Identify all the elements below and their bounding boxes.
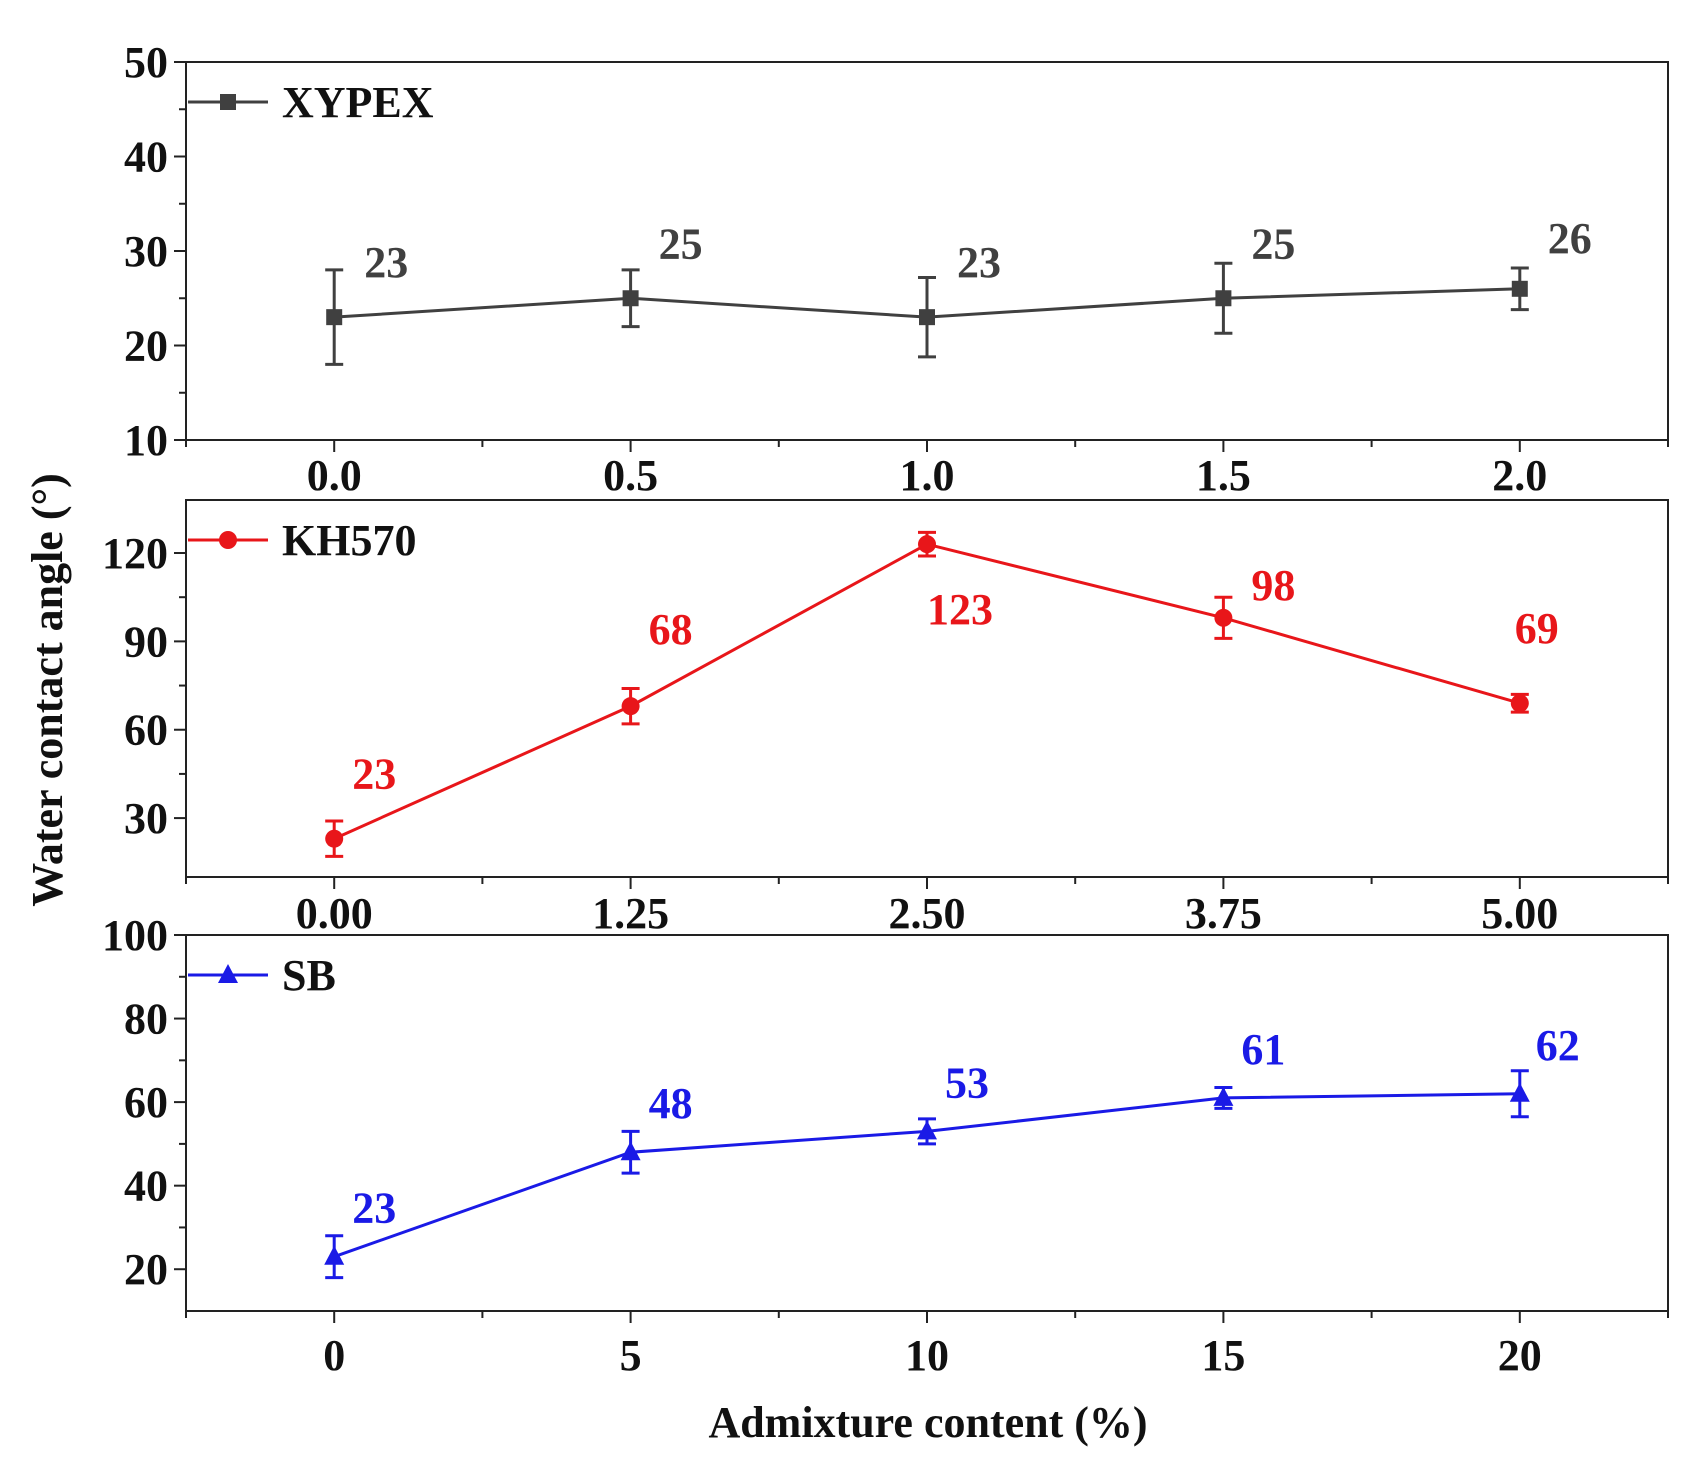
panel-xypex: 10 20 30 40 50 0.0 0.5 1.0 1.5 2.0 23 25 23 25 26 XYPEX — [124, 38, 1669, 500]
legend-marker-triangle — [218, 964, 238, 983]
y-tick-label: 120 — [102, 529, 168, 578]
x-tick-label: 0.5 — [603, 451, 658, 500]
x-tick-label: 0 — [323, 1331, 345, 1380]
legend-label: XYPEX — [282, 78, 434, 127]
data-point-triangle — [1509, 1082, 1530, 1102]
y-tick-label: 10 — [124, 416, 168, 465]
data-point-triangle — [1213, 1086, 1234, 1106]
data-point-circle — [325, 829, 344, 848]
data-point-square — [622, 290, 639, 307]
data-label: 25 — [659, 219, 703, 268]
data-point-triangle — [324, 1245, 345, 1265]
x-tick-label: 0.0 — [307, 451, 362, 500]
x-tick-label: 1.25 — [592, 889, 669, 938]
data-label: 69 — [1515, 604, 1559, 653]
x-tick-label: 5.00 — [1481, 889, 1558, 938]
legend-marker-circle — [219, 531, 237, 549]
legend-marker-square — [220, 94, 236, 110]
legend-label: KH570 — [282, 516, 416, 565]
data-point-square — [1215, 290, 1232, 307]
data-point-square — [326, 309, 343, 326]
data-label: 48 — [649, 1079, 693, 1128]
y-tick-label: 20 — [124, 322, 168, 371]
data-label: 23 — [957, 238, 1001, 287]
x-axis-title: Admixture content (%) — [708, 1398, 1147, 1447]
y-tick-label: 100 — [102, 911, 168, 960]
data-point-circle — [621, 697, 640, 716]
data-label: 23 — [364, 238, 408, 287]
y-tick-label: 20 — [124, 1245, 168, 1294]
data-label: 26 — [1548, 214, 1592, 263]
x-tick-label: 0.00 — [296, 889, 373, 938]
data-point-triangle — [917, 1120, 937, 1140]
data-label: 123 — [927, 585, 993, 634]
data-label: 98 — [1251, 561, 1295, 610]
data-point-triangle — [620, 1141, 641, 1161]
data-label: 53 — [945, 1058, 989, 1107]
panel-kh570: 30 60 90 120 0.00 1.25 2.50 3.75 5.00 23 68 123 98 69… — [102, 499, 1669, 938]
x-tick-label: 15 — [1201, 1331, 1245, 1380]
data-point-circle — [1510, 694, 1529, 713]
data-label: 61 — [1241, 1025, 1285, 1074]
y-tick-label: 40 — [124, 133, 168, 182]
x-tick-label: 20 — [1498, 1331, 1542, 1380]
data-point-square — [919, 309, 935, 326]
y-tick-label: 40 — [124, 1162, 168, 1211]
y-tick-label: 50 — [124, 38, 168, 87]
y-tick-label: 30 — [124, 227, 168, 276]
data-label: 25 — [1251, 219, 1295, 268]
y-tick-label: 60 — [124, 706, 168, 755]
x-tick-label: 3.75 — [1185, 889, 1262, 938]
data-label: 62 — [1536, 1021, 1580, 1070]
data-label: 23 — [352, 750, 396, 799]
data-point-circle — [1214, 608, 1233, 627]
panel-sb: 20 40 60 80 100 0 5 10 15 20 23 48 53 61 62 SB — [102, 911, 1669, 1380]
x-tick-label: 10 — [905, 1331, 949, 1380]
x-tick-label: 1.5 — [1196, 451, 1251, 500]
x-tick-label: 5 — [620, 1331, 642, 1380]
data-label: 68 — [649, 605, 693, 654]
data-point-circle — [918, 535, 936, 554]
y-tick-label: 60 — [124, 1078, 168, 1127]
y-axis-title: Water contact angle (°) — [23, 473, 72, 906]
x-tick-label: 2.0 — [1492, 451, 1547, 500]
y-tick-label: 30 — [124, 794, 168, 843]
data-label: 23 — [352, 1184, 396, 1233]
y-tick-label: 90 — [124, 617, 168, 666]
legend-label: SB — [282, 951, 336, 1000]
x-tick-label: 1.0 — [900, 451, 955, 500]
data-point-square — [1511, 280, 1528, 297]
x-tick-label: 2.50 — [889, 889, 966, 938]
y-tick-label: 80 — [124, 995, 168, 1044]
